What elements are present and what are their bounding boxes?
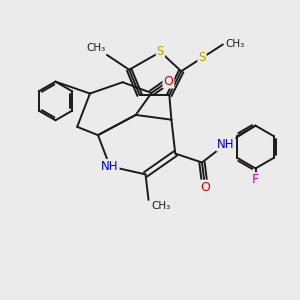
Text: S: S xyxy=(157,45,164,58)
Text: O: O xyxy=(164,74,173,88)
Text: NH: NH xyxy=(217,138,235,151)
Text: F: F xyxy=(252,173,259,186)
Text: CH₃: CH₃ xyxy=(152,201,171,212)
Text: S: S xyxy=(198,51,206,64)
Text: CH₃: CH₃ xyxy=(225,40,244,50)
Text: O: O xyxy=(200,181,210,194)
Text: CH₃: CH₃ xyxy=(86,43,105,52)
Text: NH: NH xyxy=(101,160,118,173)
